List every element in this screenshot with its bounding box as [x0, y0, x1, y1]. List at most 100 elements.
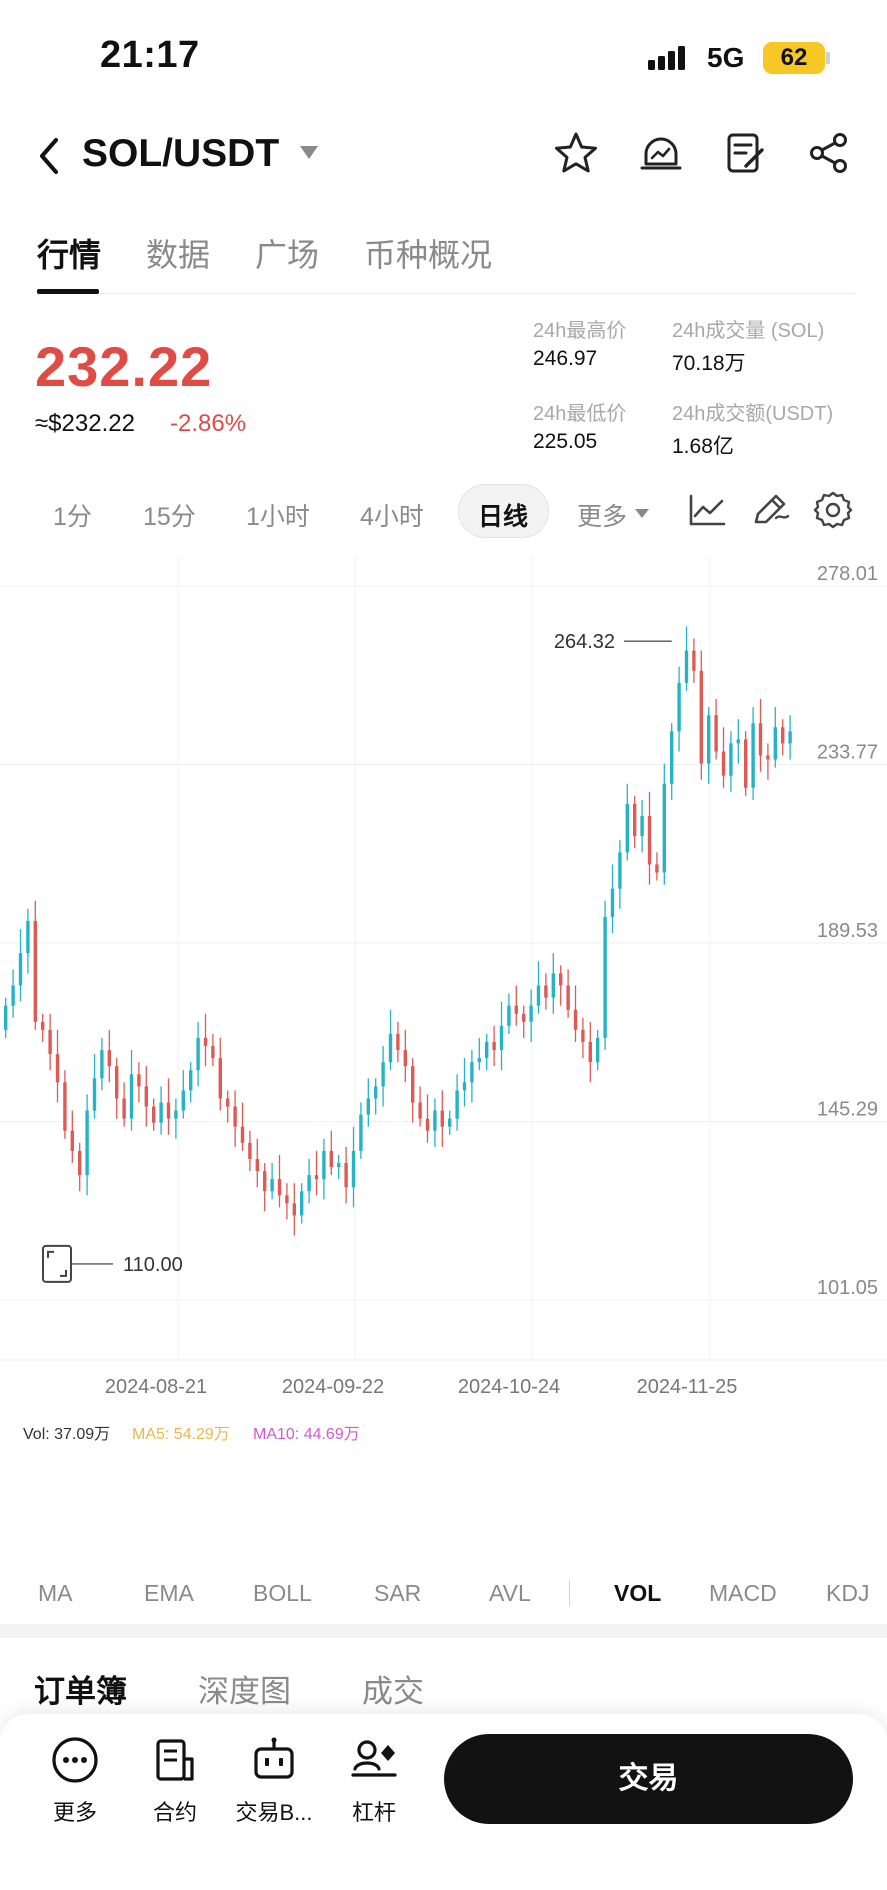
battery-tip [826, 52, 830, 64]
indicator-separator [569, 1580, 570, 1606]
candle-body [374, 1086, 378, 1099]
candle-body [729, 743, 733, 776]
candle-body [588, 1041, 592, 1063]
indicator-kdj[interactable]: KDJ [826, 1580, 870, 1606]
status-time: 21:17 [100, 34, 200, 76]
price-axis-label: 278.01 [817, 563, 878, 585]
volume-value: 70.18万 [672, 352, 746, 375]
indicator-avl[interactable]: AVL [489, 1580, 531, 1606]
indicator-ema[interactable]: EMA [144, 1580, 194, 1606]
candle-body [4, 1005, 8, 1030]
chart-type-icon[interactable] [687, 490, 727, 530]
candle-body [181, 1090, 185, 1111]
interval-1h[interactable]: 1小时 [246, 503, 310, 531]
bottom-futures-button[interactable]: 合约 [135, 1735, 215, 1835]
indicator-vol[interactable]: VOL [614, 1580, 662, 1606]
candle-body [270, 1179, 274, 1192]
candle-body [85, 1110, 89, 1176]
candle-body [455, 1090, 459, 1119]
tab-square[interactable]: 广场 [255, 237, 320, 273]
drawing-tool-icon[interactable] [750, 490, 790, 530]
candle-body [485, 1041, 489, 1059]
candle-body [566, 985, 570, 1010]
candle-body [684, 650, 689, 683]
interval-1m[interactable]: 1分 [53, 503, 92, 531]
candle-body [499, 1025, 504, 1051]
candle-body [92, 1078, 97, 1111]
candle-body [300, 1191, 304, 1216]
interval-more[interactable]: 更多 [577, 503, 628, 531]
candle-body [788, 731, 792, 744]
fullscreen-icon[interactable] [42, 1244, 72, 1283]
candle-body [255, 1158, 259, 1172]
tab-order-book[interactable]: 订单簿 [34, 1674, 127, 1709]
date-axis-label: 2024-11-25 [637, 1376, 738, 1396]
tab-trades[interactable]: 成交 [362, 1674, 424, 1709]
tab-coin-overview[interactable]: 币种概况 [364, 237, 493, 273]
price-alert-icon[interactable] [638, 130, 684, 176]
candle-body [551, 973, 555, 998]
favorite-star-icon[interactable] [553, 130, 599, 176]
tab-market[interactable]: 行情 [37, 237, 102, 273]
tab-data[interactable]: 数据 [146, 237, 211, 273]
candle-body [625, 803, 629, 853]
vol-legend-ma5: MA5: 54.29万 [132, 1426, 230, 1443]
candle-body [610, 888, 615, 917]
leverage-icon [351, 1740, 397, 1777]
settings-gear-icon[interactable] [813, 490, 853, 530]
candle-body [411, 1066, 415, 1103]
amount-label: 24h成交额(USDT) [672, 403, 834, 425]
signal-icon [648, 46, 685, 70]
vol-legend-value: Vol: 37.09万 [23, 1426, 111, 1443]
battery-indicator: 62 [763, 42, 825, 74]
section-divider [0, 1624, 887, 1638]
candlestick-chart[interactable]: 278.01 233.77 189.53 145.29 101.05 2024-08-21… [0, 556, 887, 1396]
candle-body [714, 715, 718, 752]
candle-body [344, 1163, 348, 1188]
candle-body [174, 1110, 178, 1119]
candle-body [448, 1118, 452, 1127]
tab-depth-chart[interactable]: 深度图 [198, 1674, 291, 1709]
interval-15m[interactable]: 15分 [143, 503, 196, 531]
candle-body [477, 1058, 481, 1063]
contract-icon [156, 1739, 194, 1781]
candle-body [285, 1195, 289, 1204]
candle-body [781, 727, 785, 744]
interval-1d[interactable]: 日线 [478, 503, 529, 531]
price-axis-label: 145.29 [817, 1099, 878, 1121]
low-label: 24h最低价 [533, 403, 627, 425]
fullscreen-icon-frame [42, 1244, 72, 1283]
back-arrow-icon[interactable] [34, 136, 64, 176]
share-icon[interactable] [806, 130, 852, 176]
candle-body [662, 783, 666, 873]
indicator-boll[interactable]: BOLL [253, 1580, 312, 1606]
bottom-trading-bot-label: 交易B... [235, 1800, 313, 1825]
candle-body [425, 1118, 430, 1131]
bottom-more-button[interactable]: 更多 [35, 1735, 115, 1835]
indicator-sar[interactable]: SAR [374, 1580, 422, 1606]
interval-4h[interactable]: 4小时 [360, 503, 424, 531]
trade-button[interactable]: 交易 [444, 1734, 853, 1824]
candle-body [107, 1050, 111, 1067]
candle-body [277, 1179, 282, 1196]
date-axis-label: 2024-09-22 [282, 1376, 384, 1396]
high-value: 246.97 [533, 347, 598, 370]
bottom-margin-button[interactable]: 杠杆 [334, 1735, 414, 1835]
candle-body [403, 1050, 407, 1067]
price-axis-label: 101.05 [817, 1277, 878, 1299]
indicator-ma[interactable]: MA [38, 1580, 73, 1606]
candle-body [48, 1029, 52, 1055]
bottom-margin-label: 杠杆 [351, 1800, 396, 1825]
bottom-trading-bot-button[interactable]: 交易B... [234, 1735, 314, 1835]
notes-icon[interactable] [722, 130, 768, 176]
candle-body [433, 1110, 437, 1131]
candle-body [692, 650, 696, 671]
price-axis-label: 233.77 [817, 742, 878, 764]
price-axis-label: 189.53 [817, 920, 878, 942]
usd-price: ≈$232.22 [35, 410, 135, 437]
pair-dropdown-icon[interactable] [300, 146, 318, 160]
indicator-macd[interactable]: MACD [709, 1580, 777, 1606]
candle-body [248, 1142, 252, 1159]
bottom-more-label: 更多 [52, 1800, 97, 1825]
pair-title[interactable]: SOL/USDT [82, 132, 280, 175]
